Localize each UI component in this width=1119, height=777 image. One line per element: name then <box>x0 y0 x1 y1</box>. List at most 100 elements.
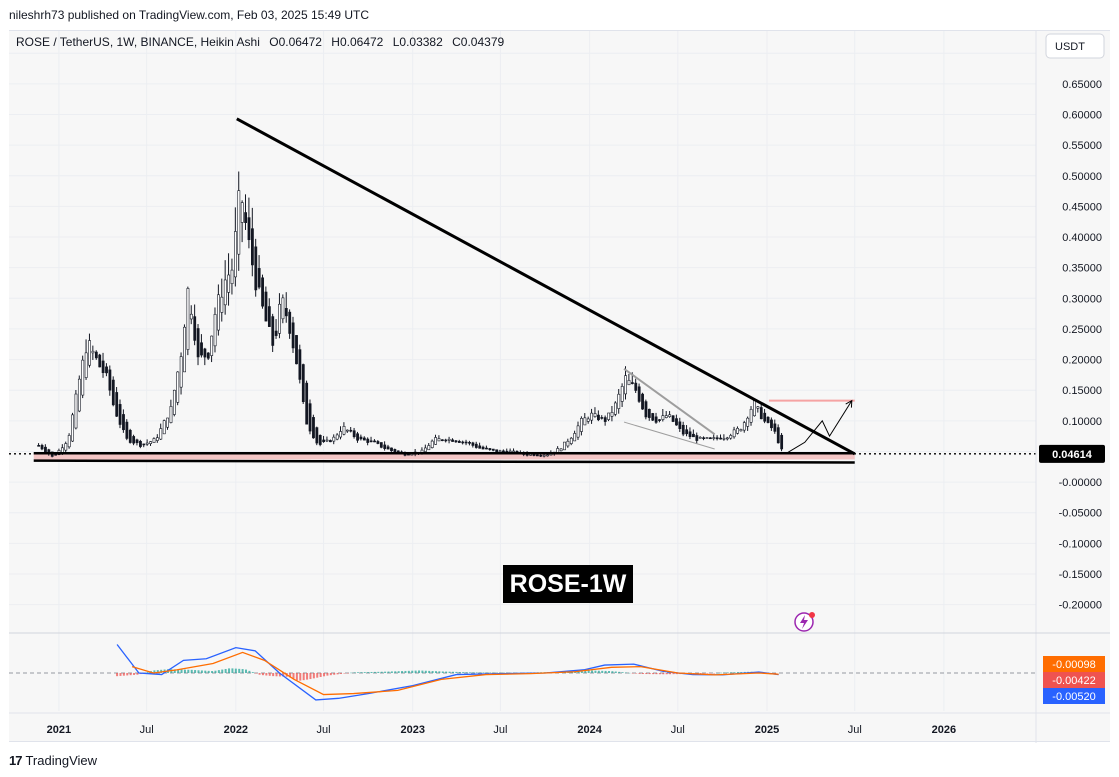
footer-brand[interactable]: 17 TradingView <box>9 750 97 770</box>
macd-histogram-bar <box>492 672 495 674</box>
macd-histogram-bar <box>204 670 207 673</box>
macd-histogram-bar <box>652 673 655 675</box>
macd-histogram-bar <box>302 673 305 681</box>
candle-body <box>664 415 668 418</box>
macd-histogram-bar <box>465 672 468 673</box>
candle-body <box>213 314 217 347</box>
candle-body <box>230 269 234 284</box>
projection-path <box>786 400 853 454</box>
candle-body <box>108 369 112 391</box>
candle-body <box>722 437 726 440</box>
x-tick-label: Jul <box>671 724 685 736</box>
candle-body <box>247 217 251 241</box>
macd-histogram-bar <box>231 668 234 673</box>
candle-body <box>491 448 495 451</box>
macd-histogram-bar <box>648 673 651 675</box>
x-tick-label: Jul <box>493 724 507 736</box>
candle-body <box>84 352 88 378</box>
macd-histogram-bar <box>251 672 254 673</box>
candle-body <box>566 440 570 447</box>
macd-histogram-bar <box>133 673 136 675</box>
support-zone <box>33 453 855 460</box>
candle-body <box>617 393 621 409</box>
macd-histogram-bar <box>424 670 427 673</box>
candle-body <box>654 416 658 423</box>
macd-value-label: -0.00098 <box>1052 659 1095 671</box>
projection-arrowhead <box>845 399 853 408</box>
macd-histogram-bar <box>428 670 431 673</box>
candle-body <box>637 386 641 402</box>
candle-body <box>678 421 682 429</box>
macd-histogram-bar <box>628 672 631 674</box>
candle-body <box>461 441 465 444</box>
candle-body <box>634 382 638 391</box>
candle-body <box>709 437 712 440</box>
macd-histogram-bar <box>475 672 478 673</box>
chart-frame[interactable]: 0.700000.650000.600000.550000.500000.450… <box>9 30 1110 743</box>
macd-histogram-bar <box>217 670 220 673</box>
candle-body <box>159 428 163 440</box>
candle-body <box>339 431 343 438</box>
y-tick-label: 0.65000 <box>1062 79 1102 91</box>
candle-body <box>434 437 438 445</box>
candle-body <box>502 450 505 453</box>
candle-body <box>770 419 773 429</box>
macd-histogram-bar <box>411 670 414 673</box>
macd-histogram-bar <box>479 672 482 673</box>
candle-body <box>128 429 132 443</box>
candle-body <box>271 316 275 346</box>
macd-histogram-bar <box>743 671 746 673</box>
candle-body <box>471 442 475 446</box>
macd-value-tag <box>1043 688 1105 704</box>
x-tick-label: 2023 <box>400 724 424 736</box>
candle-body <box>356 433 359 441</box>
y-tick-label: -0.20000 <box>1059 600 1102 612</box>
candle-body <box>698 437 702 439</box>
candle-body <box>362 437 366 441</box>
last-price-label: 0.04614 <box>1052 449 1093 461</box>
candle-body <box>776 427 780 444</box>
candle-body <box>685 429 689 435</box>
candle-body <box>457 440 461 443</box>
drawing-layer <box>9 117 1036 464</box>
candle-body <box>237 190 241 255</box>
candle-body <box>729 435 733 439</box>
macd-histogram-bar <box>136 673 139 675</box>
candle-body <box>590 412 594 421</box>
x-tick-label: Jul <box>848 724 862 736</box>
candle-body <box>149 441 153 444</box>
candle-body <box>542 454 546 457</box>
macd-histogram-bar <box>255 673 258 674</box>
candle-body <box>122 414 125 431</box>
candle-body <box>647 408 651 418</box>
candle-body <box>773 423 777 432</box>
candle-body <box>539 454 543 457</box>
inner-wedge-upper <box>623 367 716 436</box>
macd-histogram-bar <box>709 673 712 674</box>
candle-body <box>451 439 454 442</box>
chart-canvas[interactable]: 0.700000.650000.600000.550000.500000.450… <box>9 31 1110 743</box>
macd-histogram-bar <box>356 672 359 673</box>
macd-histogram-bar <box>699 673 702 674</box>
candle-body <box>644 401 648 418</box>
lightning-icon[interactable] <box>794 612 815 632</box>
macd-histogram-bar <box>363 672 366 673</box>
currency-button[interactable]: USDT <box>1045 33 1105 59</box>
macd-histogram-bar <box>665 673 668 675</box>
annotation-label[interactable]: ROSE-1W <box>503 565 633 603</box>
candle-body <box>474 443 478 448</box>
candle-layer <box>37 171 784 458</box>
grid-layer <box>9 31 1036 711</box>
macd-histogram-bar <box>326 673 329 676</box>
macd-histogram-bar <box>730 672 733 673</box>
macd-histogram-bar <box>323 673 326 677</box>
macd-histogram-bar <box>421 670 424 673</box>
macd-histogram-bar <box>275 673 278 677</box>
candle-body <box>284 308 288 317</box>
candle-body <box>725 437 729 440</box>
candle-body <box>498 450 502 453</box>
candle-body <box>379 442 383 448</box>
candle-body <box>424 447 427 452</box>
candle-body <box>345 429 349 432</box>
macd-histogram-bar <box>394 671 397 673</box>
